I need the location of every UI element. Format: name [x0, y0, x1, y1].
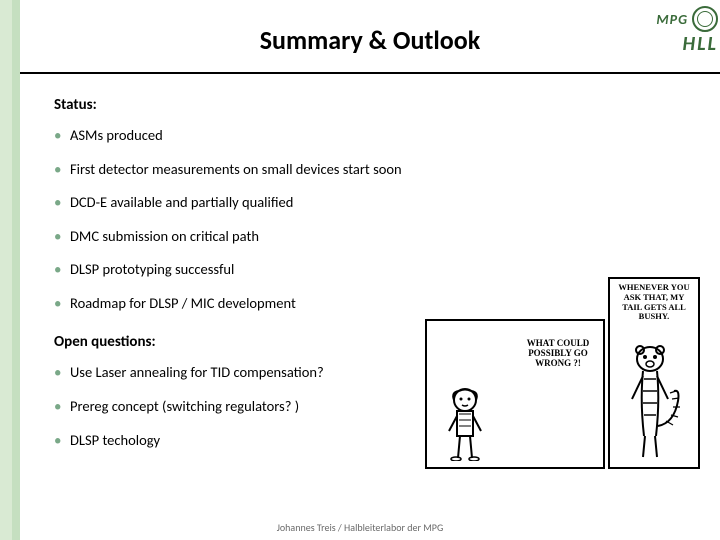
logo-text-bottom: HLL	[630, 34, 718, 54]
comic-panel-left: WHAT COULD POSSIBLY GO WRONG ?!	[425, 319, 605, 469]
footer-text: Johannes Treis / Halbleiterlabor der MPG	[0, 521, 720, 534]
left-accent-stripe	[0, 0, 20, 540]
list-item: Prereg concept (switching regulators? )	[54, 397, 354, 417]
content-area: Status: ASMs produced First detector mea…	[54, 96, 700, 510]
slide: Summary & Outlook MPG HLL Status: ASMs p…	[0, 0, 720, 540]
comic-character-boy-icon	[445, 386, 485, 461]
comic-image: WHAT COULD POSSIBLY GO WRONG ?! WHENEVE	[425, 277, 700, 472]
list-item: DCD-E available and partially qualified	[54, 193, 700, 213]
comic-speech-1: WHAT COULD POSSIBLY GO WRONG ?!	[517, 339, 599, 369]
status-heading: Status:	[54, 96, 700, 114]
list-item: First detector measurements on small dev…	[54, 160, 700, 180]
logo: MPG HLL	[630, 6, 718, 76]
logo-text-top: MPG	[656, 11, 688, 28]
header: Summary & Outlook MPG HLL	[20, 0, 720, 74]
comic-speech-2: WHENEVER YOU ASK THAT, MY TAIL GETS ALL …	[614, 283, 694, 322]
list-item: DLSP techology	[54, 431, 354, 451]
list-item: DMC submission on critical path	[54, 227, 700, 247]
logo-top-row: MPG	[630, 6, 718, 32]
comic-panel-right: WHENEVER YOU ASK THAT, MY TAIL GETS ALL …	[608, 277, 700, 469]
logo-emblem-icon	[692, 6, 718, 32]
list-item: ASMs produced	[54, 126, 700, 146]
slide-title: Summary & Outlook	[20, 24, 720, 56]
comic-character-tiger-icon	[626, 341, 682, 461]
list-item: Use Laser annealing for TID compensation…	[54, 363, 354, 383]
